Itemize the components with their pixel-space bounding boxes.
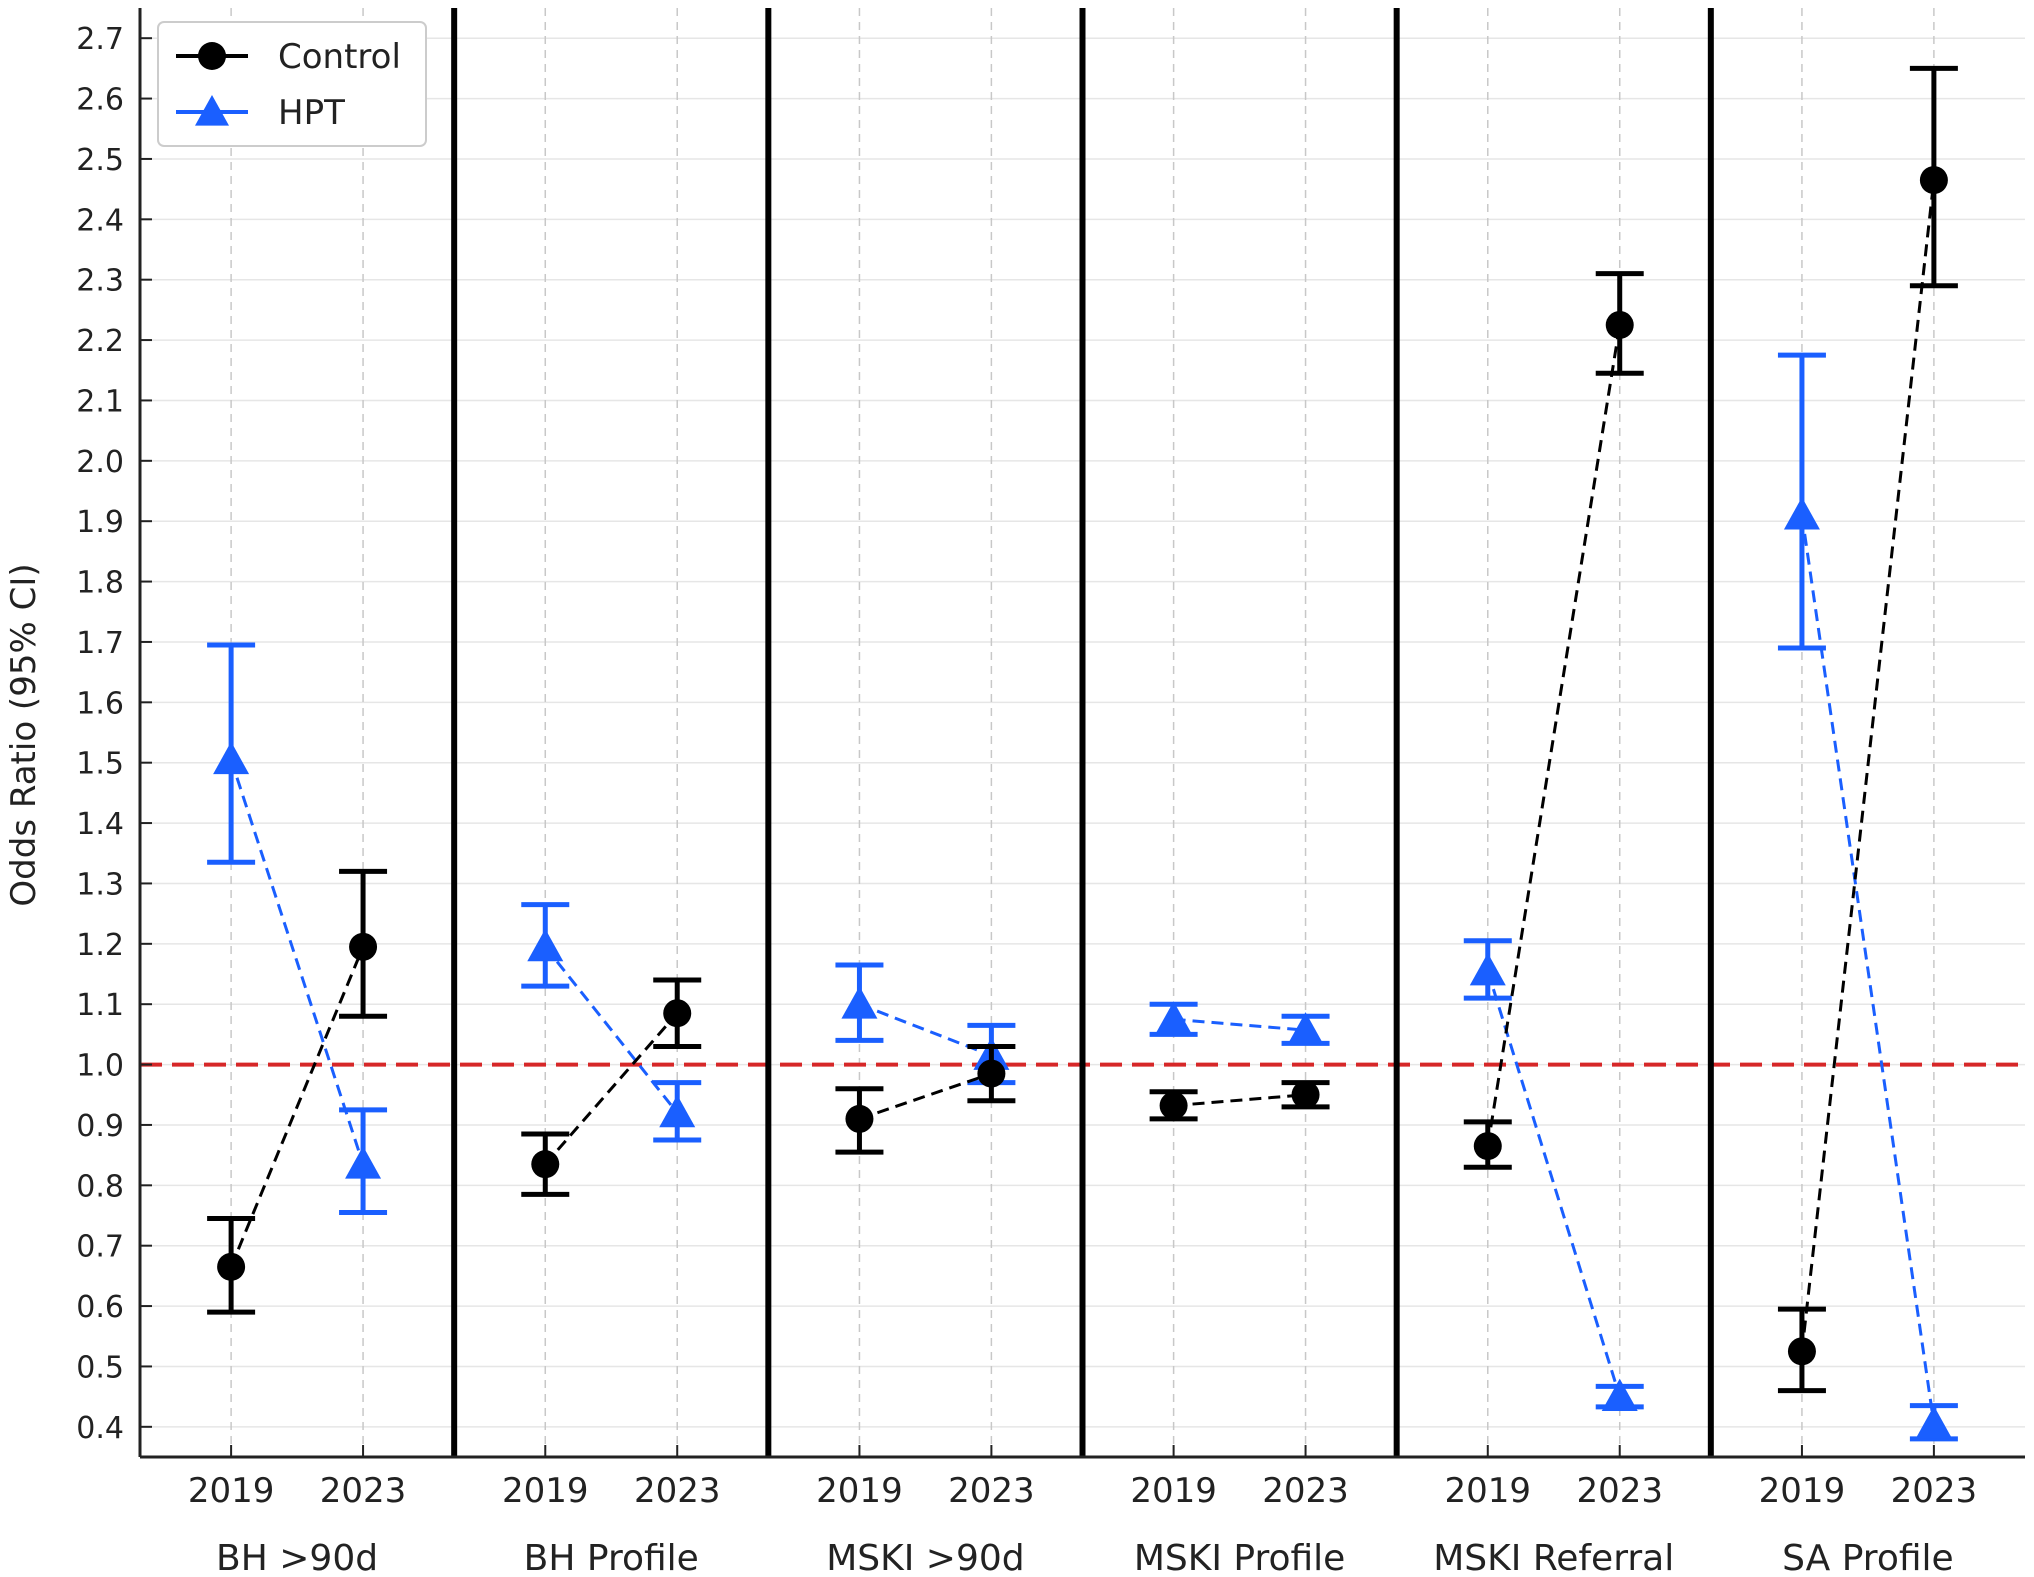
point-control [1787,1337,1816,1366]
x-tick-label: 2023 [1576,1471,1663,1511]
point-hpt [1155,1001,1192,1034]
point-hpt [1783,497,1820,530]
x-tick-label: 2019 [1445,1471,1532,1511]
y-tick-label: 1.6 [76,686,124,721]
y-tick-label: 1.0 [76,1049,124,1084]
series-connector-hpt [229,759,365,1165]
series-connector-hpt [1486,970,1622,1398]
y-tick-label: 0.4 [76,1411,124,1446]
series-connector-hpt [1800,514,1936,1425]
x-tick-label: 2023 [320,1471,407,1511]
legend-marker-hpt [195,95,229,126]
y-tick-label: 2.5 [76,143,124,178]
legend-marker-control [198,42,226,70]
y-tick-label: 0.9 [76,1109,124,1144]
group-labels: BH >90d BH Profile MSKI >90d MSKI Profile MS… [216,1538,1954,1577]
series-connector-control [1486,324,1622,1147]
y-tick-label: 0.8 [76,1169,124,1204]
point-control [1159,1091,1188,1120]
group-label: MSKI >90d [826,1538,1024,1577]
y-tick-label: 0.6 [76,1290,124,1325]
y-tick-label: 2.0 [76,445,124,480]
y-tick-label: 1.9 [76,505,124,540]
x-tick-label: 2019 [816,1471,903,1511]
group-separators [451,8,1714,1457]
point-control [531,1150,560,1179]
x-tick-label: 2019 [1130,1471,1217,1511]
series-connector-control [1800,179,1936,1352]
point-control [1473,1132,1502,1161]
point-hpt [213,741,250,775]
x-tick-label: 2019 [188,1471,275,1511]
x-tick-label: 2023 [948,1471,1035,1511]
group-label: BH >90d [216,1538,378,1577]
point-hpt [1601,1378,1638,1412]
x-tick-label: 2023 [634,1471,721,1511]
legend-label-control: Control [278,37,401,77]
series-connector-control [544,1012,679,1166]
group-label: MSKI Referral [1433,1538,1674,1577]
y-tick-label: 2.6 [76,83,124,118]
group-label: SA Profile [1782,1538,1954,1577]
y-tick-label: 1.5 [76,747,124,782]
point-control [1605,310,1634,339]
y-axis-label: Odds Ratio (95% CI) [4,563,44,906]
group-label: MSKI Profile [1134,1538,1346,1577]
point-hpt [1287,1012,1324,1045]
y-tick-label: 2.4 [76,203,124,238]
y-tick-label: 1.8 [76,566,124,601]
series-layer [207,65,1958,1442]
point-hpt [841,986,878,1019]
x-tick-labels: 2019 2023 2019 2023 2019 2023 2019 2023 2019 2023… [188,1471,1977,1511]
point-hpt [1915,1405,1952,1439]
y-tick-label: 2.1 [76,384,124,419]
y-tick-label: 2.3 [76,264,124,299]
point-control [1919,166,1948,195]
series-connector-hpt [1173,1017,1306,1032]
y-tick-label: 1.3 [76,867,124,902]
legend-label-hpt: HPT [278,93,345,133]
series-connector-hpt [544,945,679,1114]
point-hpt [527,928,564,962]
point-control [217,1252,246,1281]
y-tick-label: 1.4 [76,807,124,842]
point-hpt [345,1146,382,1179]
series-connector-control [1173,1093,1306,1108]
point-hpt [659,1094,696,1128]
legend: Control HPT [157,21,427,147]
axes [138,8,2025,1459]
x-tick-label: 2023 [1262,1471,1349,1511]
point-control [845,1104,874,1133]
x-tick-label: 2023 [1891,1471,1978,1511]
y-tick-label: 2.7 [76,22,124,57]
y-tick-label: 0.7 [76,1230,124,1265]
y-tick-label: 0.5 [76,1350,124,1385]
point-control [977,1059,1006,1088]
point-hpt [1469,952,1506,986]
y-tick-label: 1.2 [76,928,124,963]
point-control [349,932,378,961]
series-connector-control [229,946,365,1268]
point-control [663,999,692,1028]
x-tick-label: 2019 [502,1471,589,1511]
group-label: BH Profile [524,1538,699,1577]
point-control [1291,1080,1320,1109]
y-tick-label: 1.1 [76,988,124,1023]
y-tick-labels: 0.4 0.5 0.6 0.7 0.8 0.9 1.0 1.1 1.2 1.3 1.4 1.5 1.6 1… [76,22,124,1446]
y-tick-label: 1.7 [76,626,124,661]
x-tick-label: 2019 [1759,1471,1846,1511]
series-connector-control [858,1072,992,1121]
y-tick-label: 2.2 [76,324,124,359]
